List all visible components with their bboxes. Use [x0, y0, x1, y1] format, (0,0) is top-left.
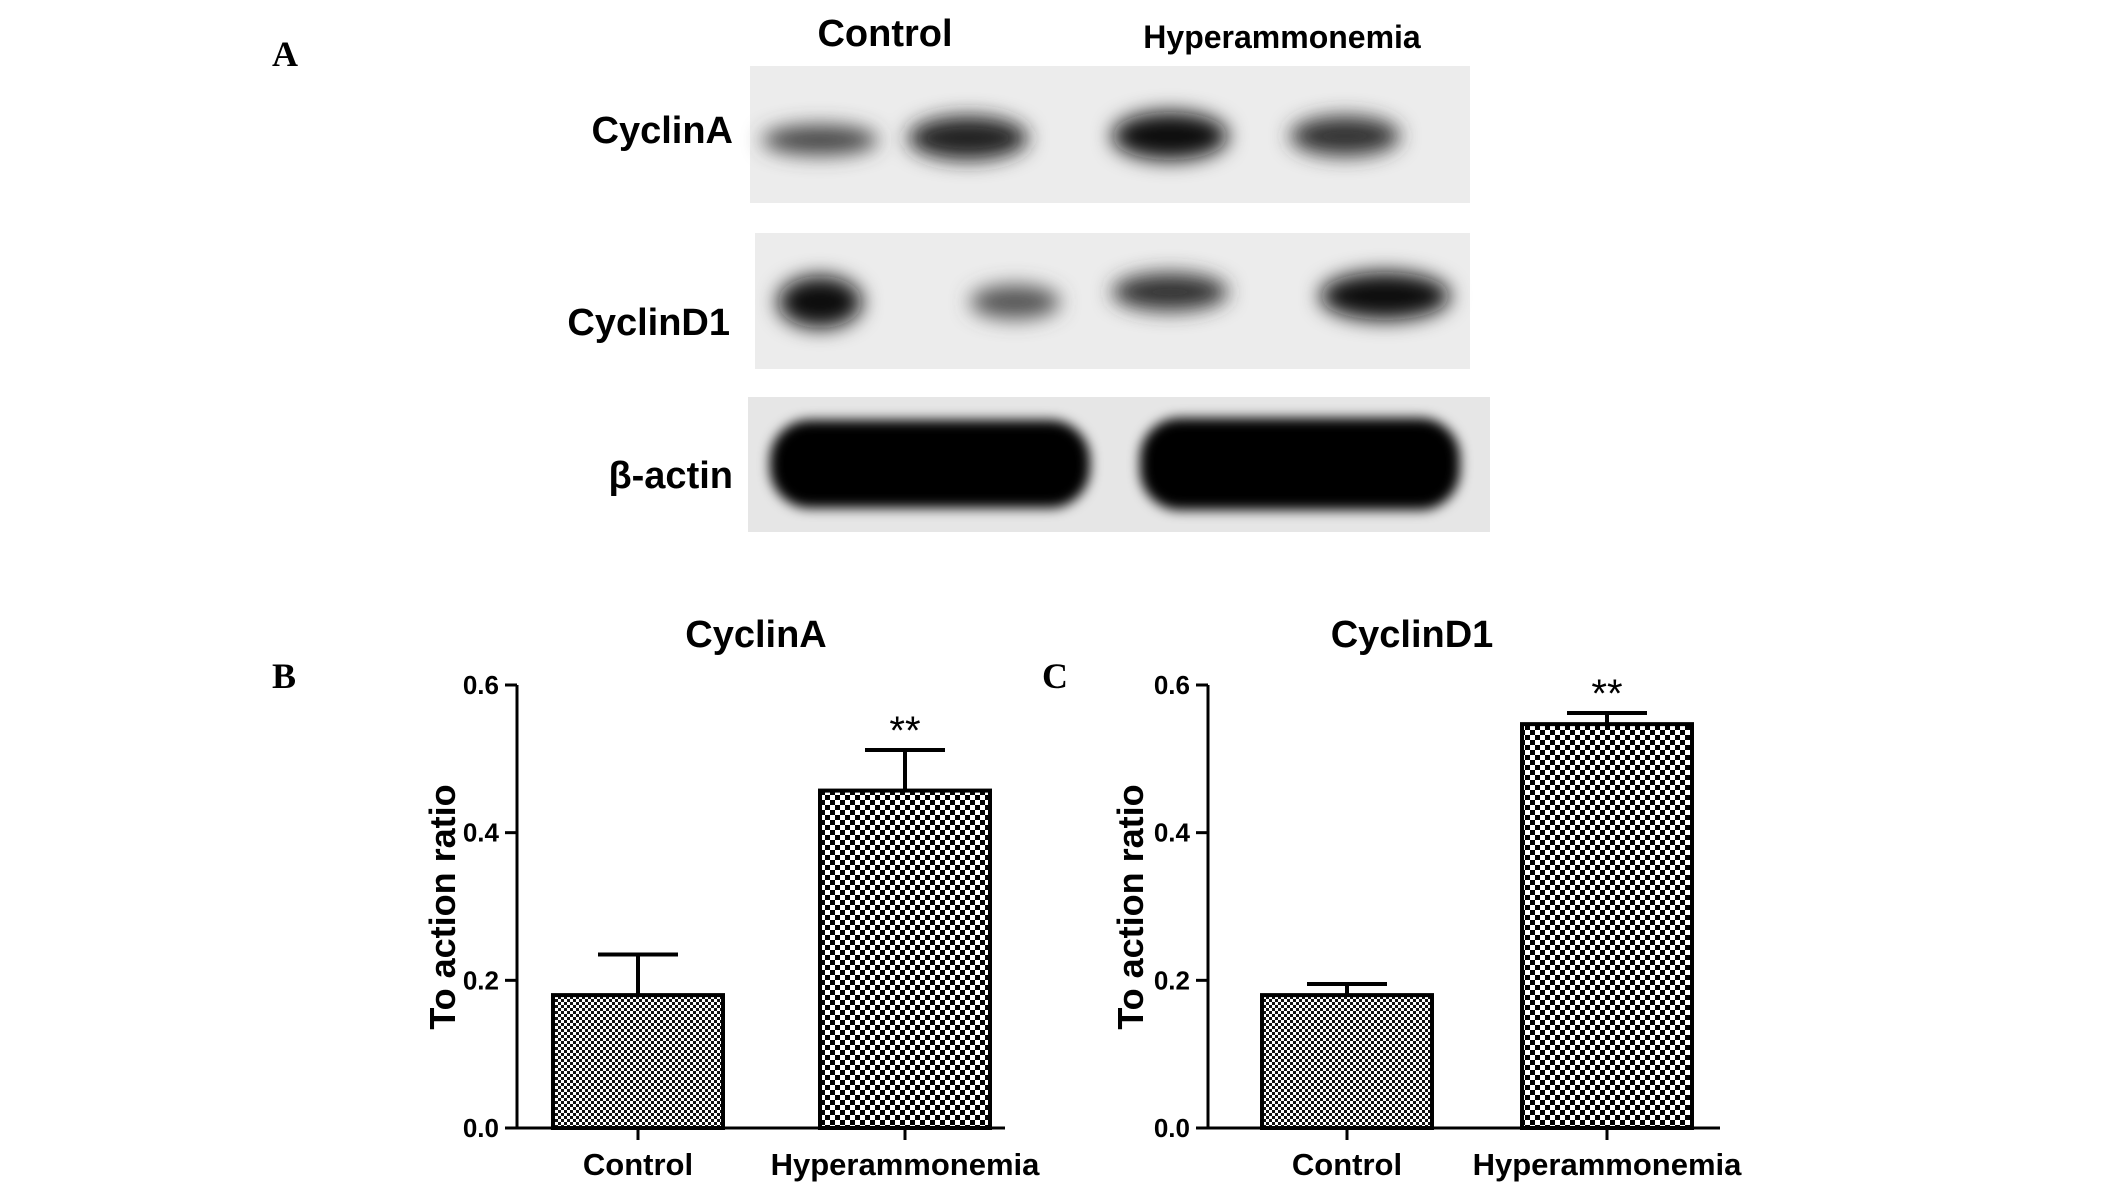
significance-label: **: [889, 709, 920, 753]
y-tick-label: 0.2: [1154, 965, 1190, 995]
panel-letter: C: [1042, 656, 1068, 696]
category-label: Hyperammonemia: [1473, 1147, 1743, 1182]
blot-label-beta-actin: β-actin: [608, 455, 733, 497]
y-axis-label: To action ratio: [1110, 784, 1151, 1029]
category-label: Control: [1292, 1147, 1402, 1182]
category-label: Control: [583, 1147, 693, 1182]
blot-cyclina: [750, 66, 1470, 203]
y-tick-label: 0.6: [1154, 670, 1190, 700]
panel-a-letter: A: [272, 34, 298, 74]
y-tick-label: 0.0: [1154, 1113, 1190, 1143]
y-tick-label: 0.2: [463, 965, 499, 995]
y-tick-label: 0.6: [463, 670, 499, 700]
bar-control: [1260, 993, 1434, 1130]
y-tick-label: 0.4: [1154, 818, 1191, 848]
chart-title: CyclinD1: [1331, 614, 1494, 656]
y-tick-label: 0.0: [463, 1113, 499, 1143]
panel-letter: B: [272, 656, 296, 696]
significance-label: **: [1591, 672, 1622, 716]
chart-b-cyclina: B CyclinA To action ratio 0.0 0.2 0.4 0.6 Contr…: [272, 614, 1040, 1182]
lane-label-hyperammonemia: Hyperammonemia: [1143, 19, 1421, 55]
category-label: Hyperammonemia: [771, 1147, 1041, 1182]
y-tick-label: 0.4: [463, 818, 500, 848]
panel-a-western-blot: A Control Hyperammonemia CyclinA CyclinD…: [272, 13, 1490, 532]
y-axis-label: To action ratio: [422, 784, 463, 1029]
blot-label-cyclind1: CyclinD1: [567, 302, 730, 344]
bar-hyperammonemia: [818, 788, 992, 1130]
blot-label-cyclina: CyclinA: [592, 110, 733, 152]
lane-label-control: Control: [817, 13, 952, 55]
chart-title: CyclinA: [685, 614, 826, 656]
chart-c-cyclind1: C CyclinD1 To action ratio 0.0 0.2 0.4 0.6 Cont…: [1042, 614, 1742, 1182]
bar-control: [551, 993, 725, 1130]
bar-hyperammonemia: [1520, 722, 1694, 1130]
blot-beta-actin: [748, 397, 1490, 532]
blot-cyclind1: [755, 233, 1470, 369]
